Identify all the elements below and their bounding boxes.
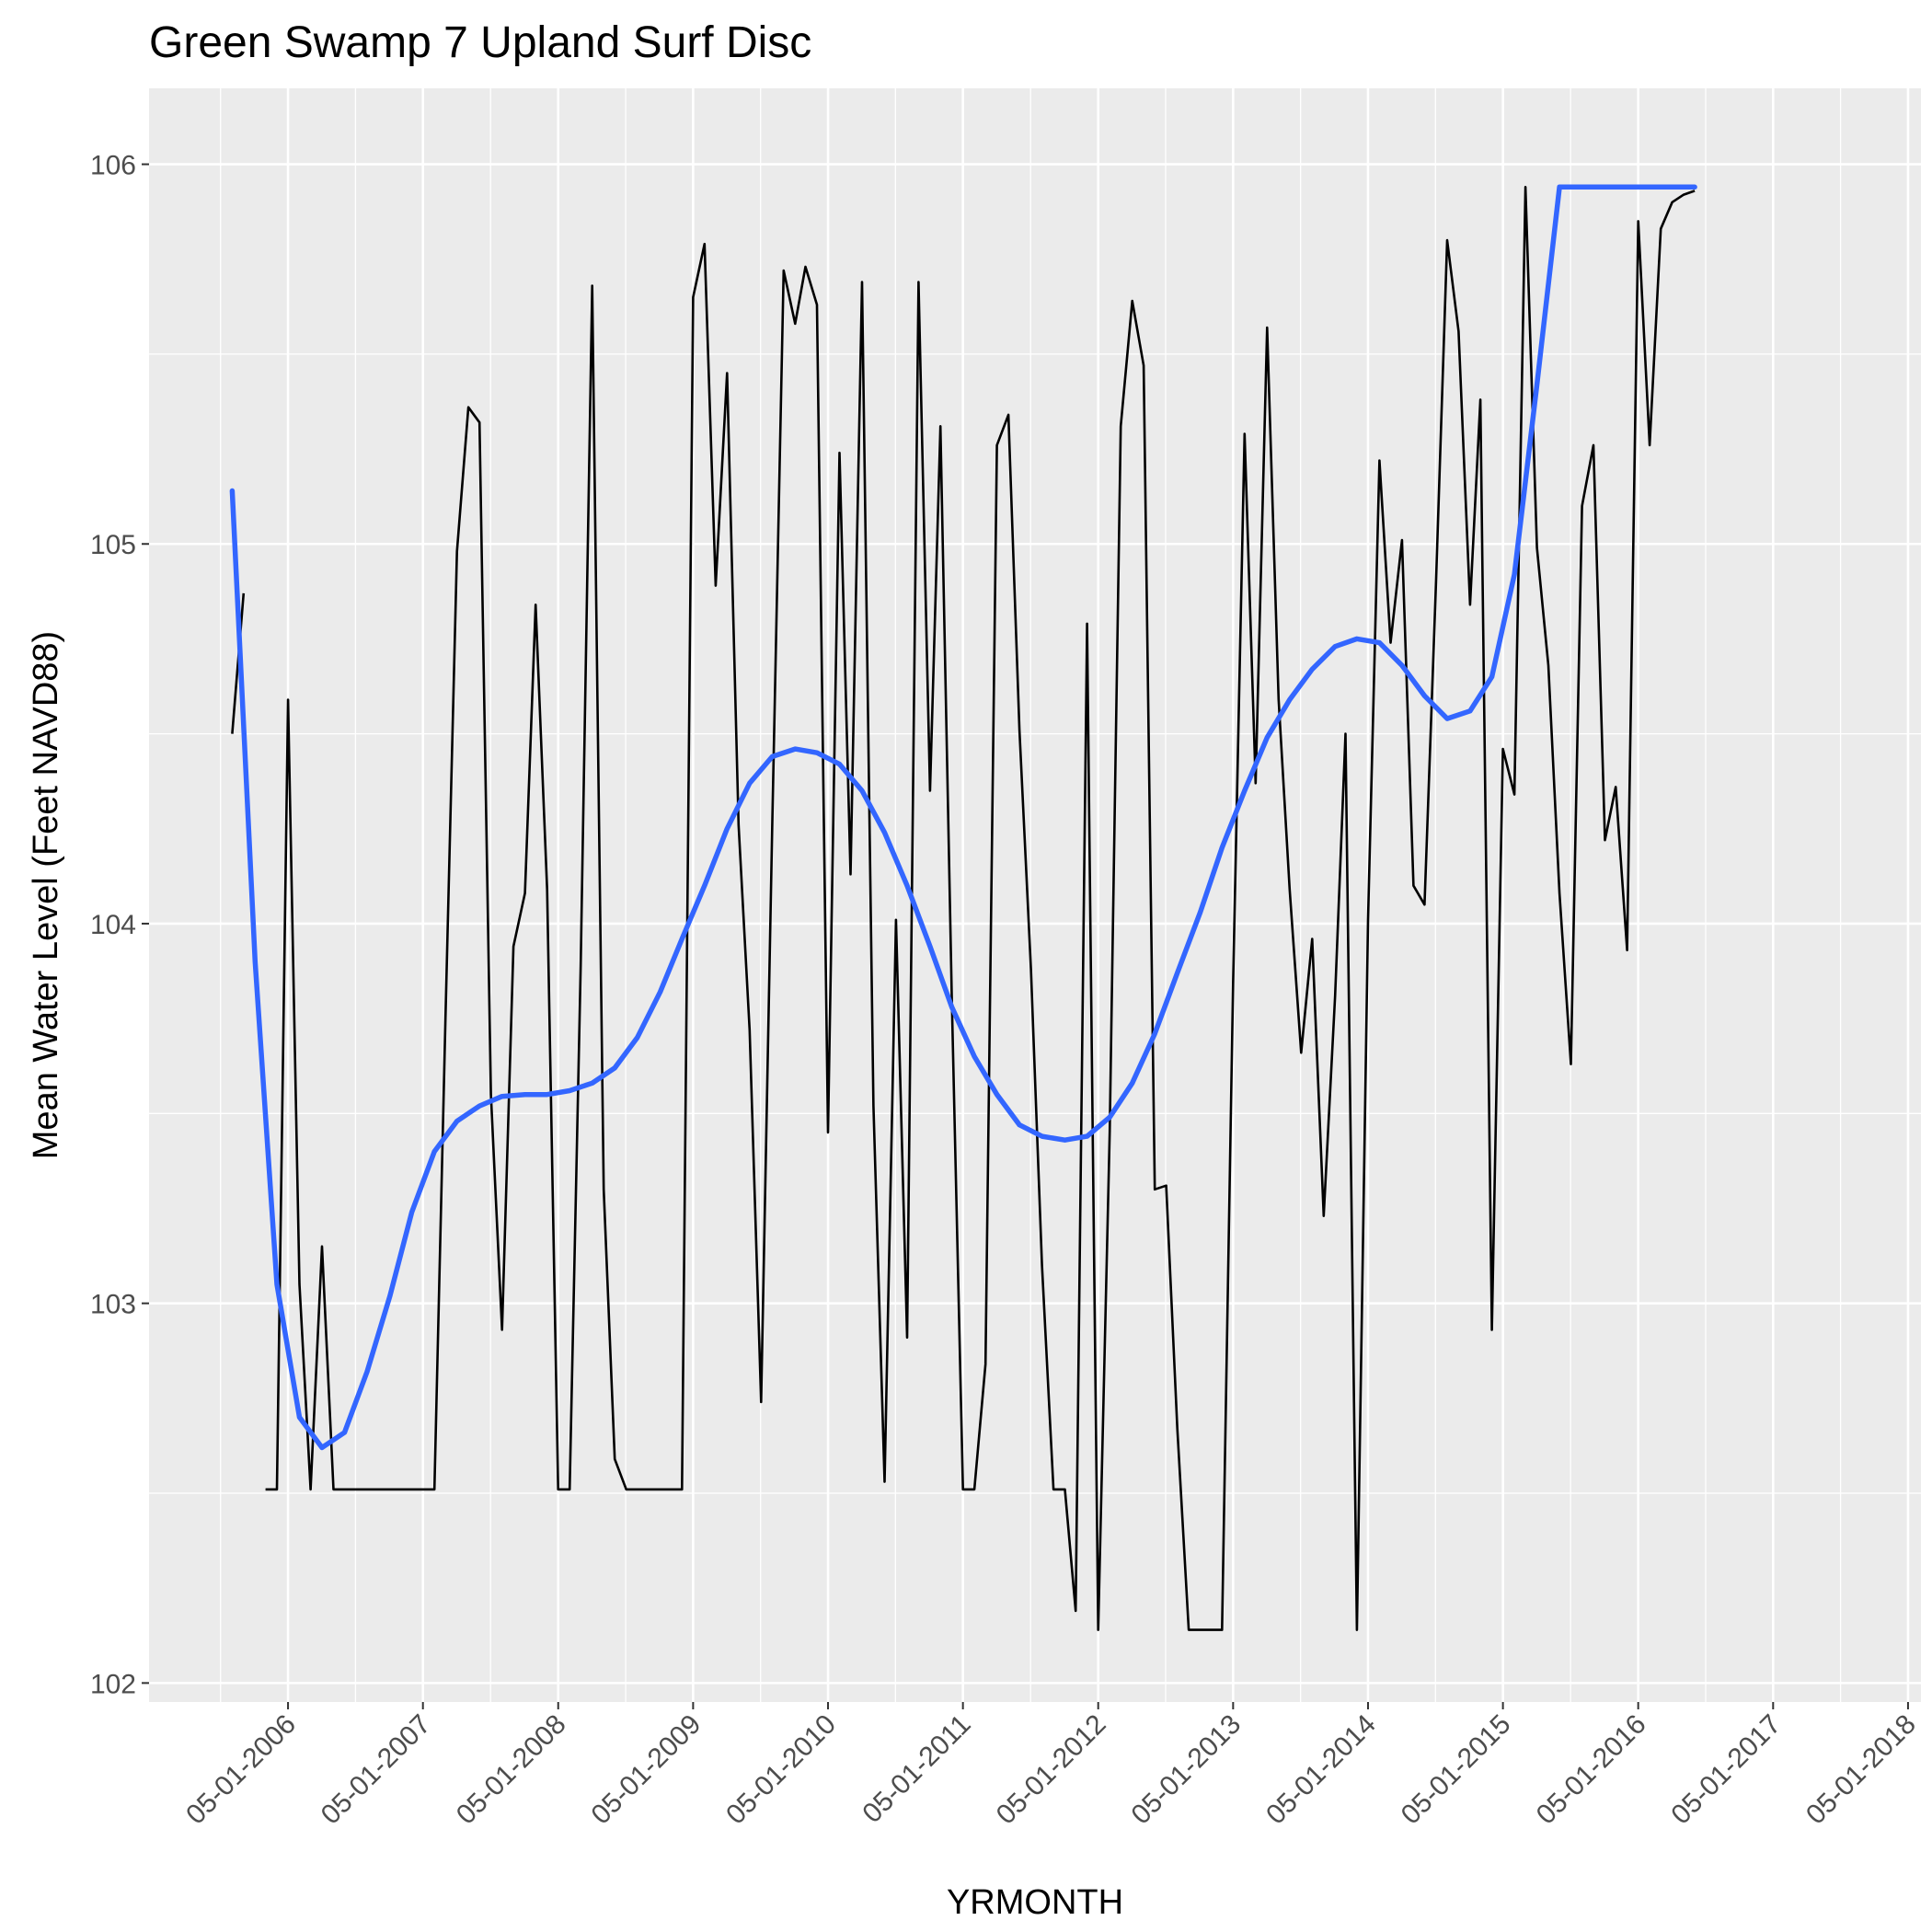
x-tick-label: 05-01-2016: [1531, 1709, 1652, 1831]
x-tick-label: 05-01-2015: [1396, 1709, 1517, 1831]
y-tick-label: 104: [90, 910, 136, 940]
minor-gridlines: [149, 88, 1921, 1702]
observed-series-line: [265, 186, 1696, 1631]
x-tick-label: 05-01-2009: [585, 1709, 707, 1831]
x-tick-label: 05-01-2008: [451, 1709, 572, 1831]
x-tick-label: 05-01-2006: [180, 1709, 302, 1831]
x-tick-label: 05-01-2013: [1125, 1709, 1247, 1831]
y-tick-label: 102: [90, 1669, 136, 1699]
x-tick-label: 05-01-2012: [991, 1709, 1112, 1831]
x-tick-label: 05-01-2018: [1800, 1709, 1922, 1831]
plot-panel: [149, 88, 1921, 1702]
x-axis: 05-01-2006 05-01-2007 05-01-2008 05-01-2009…: [180, 1702, 1922, 1830]
chart-title: Green Swamp 7 Upland Surf Disc: [149, 18, 811, 67]
x-tick-label: 05-01-2007: [316, 1709, 437, 1831]
x-tick-label: 05-01-2010: [720, 1709, 842, 1831]
x-tick-label: 05-01-2011: [857, 1709, 976, 1829]
series-layer: [229, 184, 1697, 1631]
x-axis-title: YRMONTH: [947, 1883, 1123, 1922]
y-tick-label: 106: [90, 151, 136, 181]
y-tick-label: 105: [90, 530, 136, 560]
y-axis-title: Mean Water Level (Feet NAVD88): [27, 631, 65, 1159]
smooth-trend-line: [229, 184, 1697, 1451]
y-tick-label: 103: [90, 1290, 136, 1320]
x-tick-label: 05-01-2014: [1260, 1709, 1382, 1831]
x-tick-label: 05-01-2017: [1665, 1709, 1787, 1831]
y-axis: 102 103 104 105 106: [90, 151, 149, 1699]
observed-series-line: [231, 592, 246, 734]
